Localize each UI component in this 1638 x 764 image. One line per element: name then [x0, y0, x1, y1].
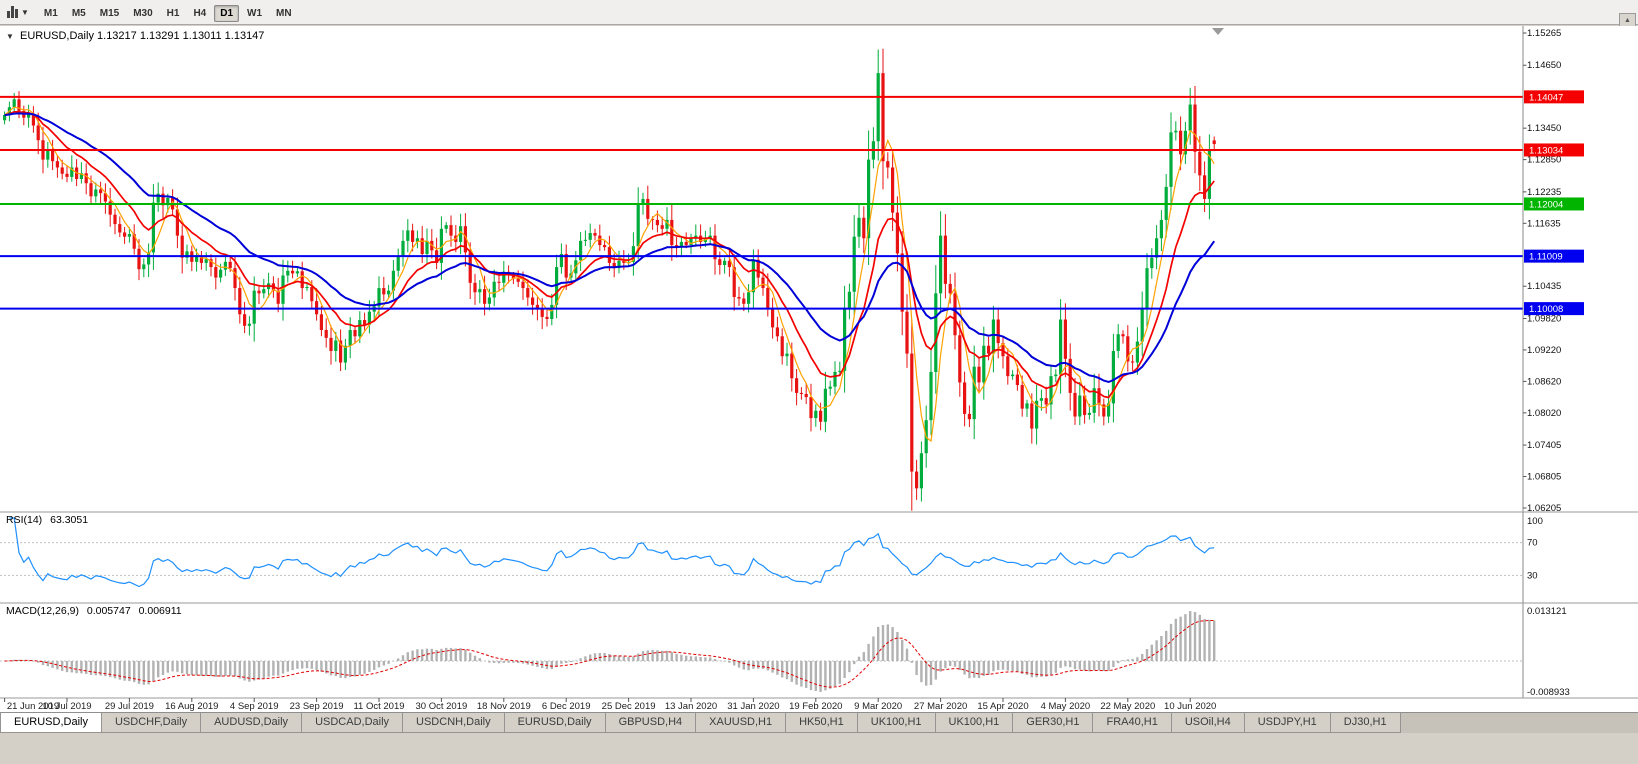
macd-panel-header: MACD(12,26,9) 0.005747 0.006911 — [6, 605, 187, 617]
top-toolbar: ▼ M1 M5 M15 M30 H1 H4 D1 W1 MN — [0, 0, 1638, 25]
chart-type-icon[interactable] — [7, 6, 18, 18]
svg-text:-0.008933: -0.008933 — [1527, 687, 1570, 698]
timeframe-button-W1[interactable]: W1 — [247, 8, 263, 19]
chart-tab-GER30-H1[interactable]: GER30,H1 — [1012, 713, 1094, 733]
price-chart-canvas[interactable]: 1.15265 1.14650 1.13450 1.12850 1.12235 1.116… — [0, 26, 1638, 712]
chart-type-dropdown-icon[interactable]: ▼ — [21, 7, 29, 17]
chart-tab-AUDUSD-Daily[interactable]: AUDUSD,Daily — [200, 713, 303, 733]
svg-text:18 Nov 2019: 18 Nov 2019 — [477, 701, 531, 712]
macd-panel: 0.013121 -0.008933 — [0, 606, 1570, 698]
timeframe-button-M30[interactable]: M30 — [133, 8, 153, 19]
chart-tab-UK100-H1[interactable]: UK100,H1 — [934, 713, 1014, 733]
chart-title-marker-icon: ▼ — [6, 32, 14, 41]
status-bar — [0, 733, 1638, 764]
svg-text:70: 70 — [1527, 538, 1538, 549]
svg-text:25 Dec 2019: 25 Dec 2019 — [602, 701, 656, 712]
chart-tab-DJ30-H1[interactable]: DJ30,H1 — [1329, 713, 1401, 733]
svg-text:4 Sep 2019: 4 Sep 2019 — [230, 701, 279, 712]
svg-text:100: 100 — [1527, 516, 1543, 527]
rsi-label: RSI(14) — [6, 514, 43, 526]
timeframe-button-M15[interactable]: M15 — [99, 8, 120, 19]
svg-text:13 Jan 2020: 13 Jan 2020 — [665, 701, 717, 712]
chart-tab-XAUUSD-H1[interactable]: XAUUSD,H1 — [695, 713, 787, 733]
svg-text:10 Jul 2019: 10 Jul 2019 — [42, 701, 91, 712]
svg-text:31 Jan 2020: 31 Jan 2020 — [727, 701, 779, 712]
svg-text:30 Oct 2019: 30 Oct 2019 — [416, 701, 468, 712]
svg-text:1.13450: 1.13450 — [1527, 123, 1561, 134]
svg-text:1.10435: 1.10435 — [1527, 281, 1561, 292]
svg-text:21 Jun 2019: 21 Jun 2019 — [7, 701, 59, 712]
svg-text:1.15265: 1.15265 — [1527, 28, 1561, 39]
svg-text:1.14047: 1.14047 — [1529, 92, 1563, 103]
timeframe-button-H1[interactable]: H1 — [166, 8, 180, 19]
chart-tab-USDCAD-Daily[interactable]: USDCAD,Daily — [301, 713, 404, 733]
chart-tab-HK50-H1[interactable]: HK50,H1 — [785, 713, 858, 733]
chart-shift-icon — [1212, 28, 1224, 35]
chart-tab-USOil-H4[interactable]: USOil,H4 — [1170, 713, 1245, 733]
macd-main-value: 0.005747 — [86, 605, 131, 617]
svg-text:4 May 2020: 4 May 2020 — [1041, 701, 1091, 712]
chart-title-ohlc: 1.13217 1.13291 1.13011 1.13147 — [97, 30, 265, 42]
svg-text:0.013121: 0.013121 — [1527, 606, 1567, 617]
macd-signal-value: 0.006911 — [138, 605, 182, 617]
moving-average-lines — [4, 106, 1216, 443]
svg-text:29 Jul 2019: 29 Jul 2019 — [105, 701, 154, 712]
svg-text:30: 30 — [1527, 570, 1538, 581]
svg-text:10 Jun 2020: 10 Jun 2020 — [1164, 701, 1216, 712]
chart-tab-USDJPY-H1[interactable]: USDJPY,H1 — [1243, 713, 1331, 733]
chart-tab-FRA40-H1[interactable]: FRA40,H1 — [1092, 713, 1172, 733]
chart-tab-GBPUSD-H4[interactable]: GBPUSD,H4 — [604, 713, 697, 733]
svg-text:1.07405: 1.07405 — [1527, 440, 1561, 451]
svg-text:19 Feb 2020: 19 Feb 2020 — [789, 701, 842, 712]
chart-window[interactable]: 1.15265 1.14650 1.13450 1.12850 1.12235 1.116… — [0, 26, 1638, 712]
price-axis: 1.15265 1.14650 1.13450 1.12850 1.12235 1.116… — [1522, 26, 1584, 698]
timeframe-button-MN[interactable]: MN — [276, 8, 292, 19]
chart-tab-UK100-H1[interactable]: UK100,H1 — [856, 713, 936, 733]
macd-label: MACD(12,26,9) — [6, 605, 79, 617]
chart-title: ▼ EURUSD,Daily 1.13217 1.13291 1.13011 1… — [6, 30, 264, 42]
timeframe-button-M5[interactable]: M5 — [71, 8, 86, 19]
svg-text:1.09820: 1.09820 — [1527, 313, 1561, 324]
svg-text:15 Apr 2020: 15 Apr 2020 — [977, 701, 1028, 712]
rsi-panel: 100 70 30 — [0, 516, 1543, 588]
svg-text:23 Sep 2019: 23 Sep 2019 — [290, 701, 344, 712]
svg-text:1.12235: 1.12235 — [1527, 187, 1561, 198]
svg-text:1.08620: 1.08620 — [1527, 376, 1561, 387]
svg-text:1.10008: 1.10008 — [1529, 304, 1563, 315]
svg-text:1.08020: 1.08020 — [1527, 408, 1561, 419]
chart-tab-EURUSD-Daily[interactable]: EURUSD,Daily — [0, 713, 102, 733]
svg-text:11 Oct 2019: 11 Oct 2019 — [353, 701, 404, 712]
svg-text:1.12850: 1.12850 — [1527, 155, 1561, 166]
chart-title-symbol: EURUSD,Daily — [19, 30, 94, 42]
svg-text:27 Mar 2020: 27 Mar 2020 — [914, 701, 967, 712]
chart-tab-USDCNH-Daily[interactable]: USDCNH,Daily — [402, 713, 505, 733]
rsi-value: 63.3051 — [50, 514, 89, 526]
chart-tab-USDCHF-Daily[interactable]: USDCHF,Daily — [100, 713, 202, 733]
svg-text:16 Aug 2019: 16 Aug 2019 — [165, 701, 218, 712]
chart-tab-EURUSD-Daily[interactable]: EURUSD,Daily — [503, 713, 606, 733]
svg-text:1.09220: 1.09220 — [1527, 345, 1561, 356]
timeframe-button-group: M1 M5 M15 M30 H1 H4 D1 W1 MN — [37, 3, 299, 22]
panel-separators — [0, 511, 1638, 699]
svg-text:1.12004: 1.12004 — [1529, 199, 1563, 210]
svg-text:1.11009: 1.11009 — [1529, 252, 1563, 263]
svg-text:1.11635: 1.11635 — [1527, 218, 1561, 229]
timeframe-button-H4[interactable]: H4 — [193, 8, 207, 19]
svg-text:1.06205: 1.06205 — [1527, 503, 1561, 514]
svg-text:1.14650: 1.14650 — [1527, 60, 1561, 71]
timeframe-button-D1[interactable]: D1 — [214, 5, 240, 22]
svg-text:9 Mar 2020: 9 Mar 2020 — [854, 701, 902, 712]
chart-tab-bar: EURUSD,Daily USDCHF,Daily AUDUSD,Daily USDC… — [0, 712, 1638, 733]
svg-text:1.06805: 1.06805 — [1527, 472, 1561, 483]
horizontal-lines — [0, 95, 1523, 310]
svg-text:1.13034: 1.13034 — [1529, 145, 1563, 156]
svg-text:6 Dec 2019: 6 Dec 2019 — [542, 701, 591, 712]
rsi-panel-header: RSI(14) 63.3051 — [6, 514, 93, 526]
candlestick-series — [3, 48, 1216, 511]
timeframe-button-M1[interactable]: M1 — [43, 8, 58, 19]
svg-text:22 May 2020: 22 May 2020 — [1100, 701, 1155, 712]
